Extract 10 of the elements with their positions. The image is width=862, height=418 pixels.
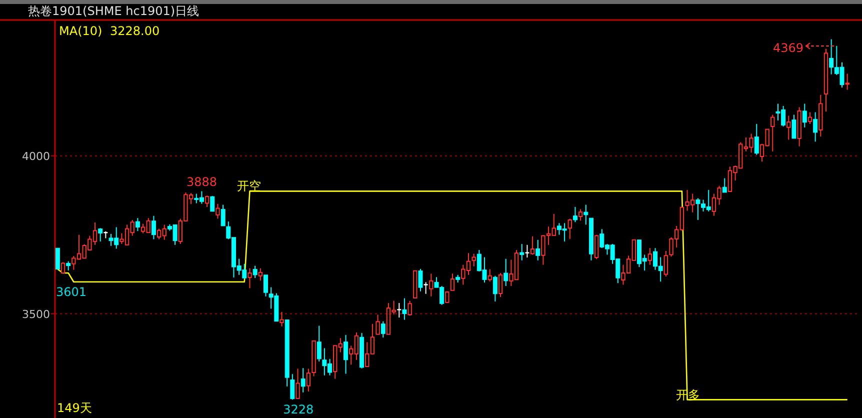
annotation: MA(10) [59, 24, 102, 38]
annotation: 3228 [283, 402, 314, 417]
annotation: 3601 [56, 284, 87, 299]
annotation: 4369 [773, 41, 804, 55]
annotation: 149天 [57, 401, 92, 415]
y-tick-label: 4000 [22, 150, 50, 163]
annotation: 3888 [186, 175, 217, 190]
y-tick-label: 3500 [22, 308, 50, 321]
annotation: 3228.00 [110, 24, 160, 38]
chart-title: 热卷1901(SHME hc1901)日线 [28, 4, 200, 18]
